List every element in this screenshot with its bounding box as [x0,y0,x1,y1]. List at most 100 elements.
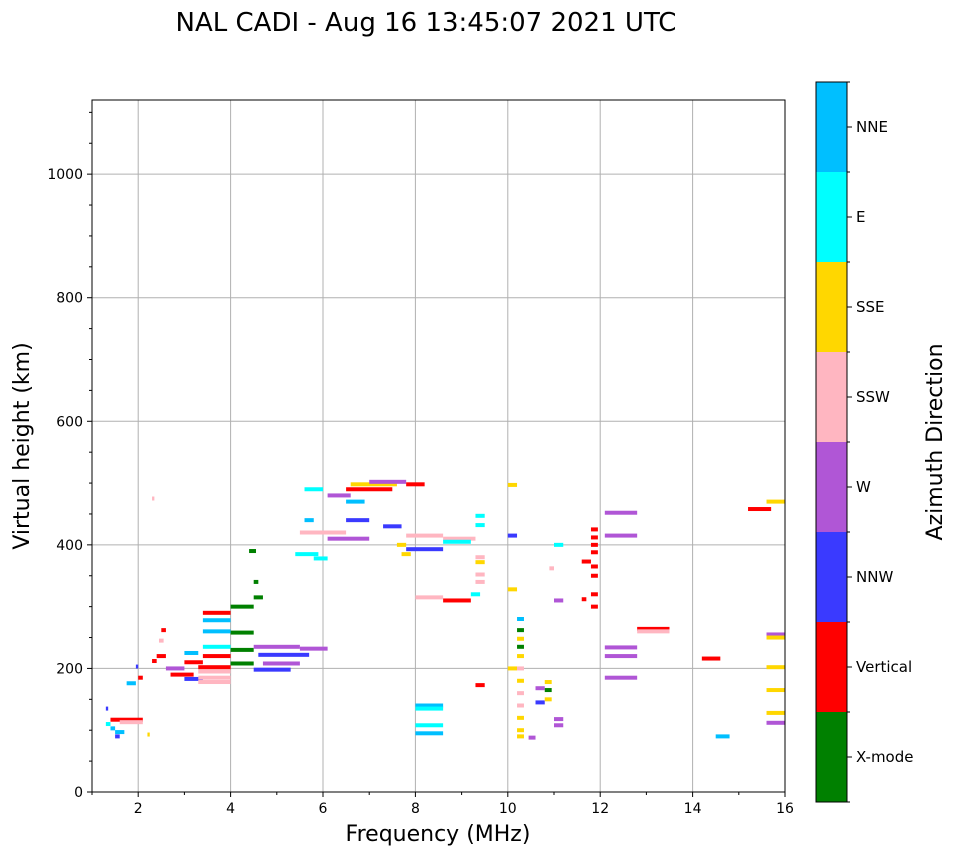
echo-mark [110,726,116,731]
echo-mark [184,650,199,655]
echo-mark [637,626,670,631]
echo-mark [230,647,254,652]
echo-mark [406,482,425,487]
echo-mark [517,644,524,649]
echo-mark [406,547,444,552]
echo-mark [105,706,109,711]
echo-mark [637,629,670,634]
echo-mark [475,683,485,688]
plot-frame [91,99,786,793]
echo-mark [590,604,598,609]
echo-mark [202,618,231,623]
echo-mark [110,717,143,722]
echo-mark [415,595,444,600]
echo-mark [535,700,545,705]
colorbar-segment [816,622,847,712]
y-tick-label: 0 [74,785,83,801]
echo-mark [766,635,785,640]
echo-mark [198,675,231,680]
echo-mark [396,542,407,547]
echo-marks [105,479,785,740]
echo-mark [475,555,485,560]
echo-mark [517,666,524,671]
y-tick-label: 600 [56,414,83,430]
echo-mark [138,675,143,680]
echo-mark [327,536,370,541]
echo-mark [198,680,231,685]
echo-mark [544,697,552,702]
x-tick-label: 12 [591,801,609,817]
colorbar-segment [816,172,847,262]
echo-mark [475,579,485,584]
echo-mark [184,660,203,665]
echo-mark [554,542,564,547]
echo-mark [230,630,254,635]
echo-mark [202,610,231,615]
colorbar-segment [816,712,847,802]
x-tick-label: 4 [226,801,235,817]
echo-mark [253,579,259,584]
y-tick-label: 1000 [47,167,83,183]
echo-mark [115,734,120,739]
colorbar-segment [816,532,847,622]
echo-mark [554,598,564,603]
echo-mark [475,513,485,518]
echo-mark [766,632,785,637]
echo-mark [253,595,263,600]
echo-mark [258,652,310,657]
echo-mark [304,518,314,523]
y-axis-ticks: 0 200 400 600 800 1000 [47,111,92,801]
echo-mark [766,499,785,504]
echo-mark [554,717,564,722]
echo-mark [475,523,485,528]
echo-mark [443,536,476,541]
echo-mark [581,597,587,602]
echo-mark [590,573,598,578]
echo-mark [415,731,444,736]
echo-mark [517,654,524,659]
echo-mark [152,659,157,664]
echo-mark [549,566,554,571]
echo-mark [517,734,524,739]
echo-mark [304,487,323,492]
echo-mark [604,654,638,659]
y-tick-label: 800 [56,291,83,307]
echo-mark [517,628,524,633]
x-axis-ticks: 2 4 6 8 10 12 14 16 [91,792,794,817]
echo-mark [350,482,397,487]
echo-mark [202,644,231,649]
x-tick-label: 14 [684,801,702,817]
echo-mark [517,728,524,733]
echo-mark [415,703,444,708]
echo-mark [590,564,598,569]
echo-mark [230,661,254,666]
echo-mark [115,730,125,735]
echo-mark [230,604,254,609]
colorbar-tick-label: E [856,208,865,226]
y-tick-label: 200 [56,661,83,677]
echo-mark [507,666,518,671]
echo-mark [604,645,638,650]
echo-mark [135,664,139,669]
y-tick-label: 400 [56,538,83,554]
echo-mark [262,661,300,666]
echo-mark [517,703,524,708]
x-tick-label: 2 [134,801,143,817]
echo-mark [313,556,328,561]
grid-lines [92,100,786,793]
echo-mark [202,654,231,659]
echo-mark [590,535,598,540]
echo-mark [346,487,393,492]
echo-mark [184,676,203,681]
echo-mark [346,499,365,504]
echo-mark [253,644,300,649]
colorbar-frame [815,81,848,803]
x-tick-label: 16 [776,801,794,817]
echo-mark [766,665,785,670]
echo-mark [544,680,552,685]
echo-mark [346,518,370,523]
echo-mark [517,691,524,696]
echo-mark [249,549,257,554]
echo-mark [766,720,785,725]
